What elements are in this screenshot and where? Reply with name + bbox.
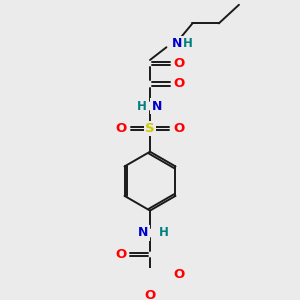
Text: N: N bbox=[152, 100, 162, 112]
Text: N: N bbox=[172, 37, 182, 50]
Text: H: H bbox=[137, 100, 147, 112]
Text: O: O bbox=[173, 122, 184, 135]
Text: S: S bbox=[145, 122, 155, 135]
Text: H: H bbox=[183, 37, 193, 50]
Text: O: O bbox=[116, 122, 127, 135]
Text: H: H bbox=[159, 226, 169, 239]
Text: O: O bbox=[173, 77, 185, 90]
Text: O: O bbox=[144, 289, 156, 300]
Text: O: O bbox=[173, 268, 185, 281]
Text: O: O bbox=[173, 57, 185, 70]
Text: N: N bbox=[138, 226, 148, 239]
Text: O: O bbox=[115, 248, 127, 261]
